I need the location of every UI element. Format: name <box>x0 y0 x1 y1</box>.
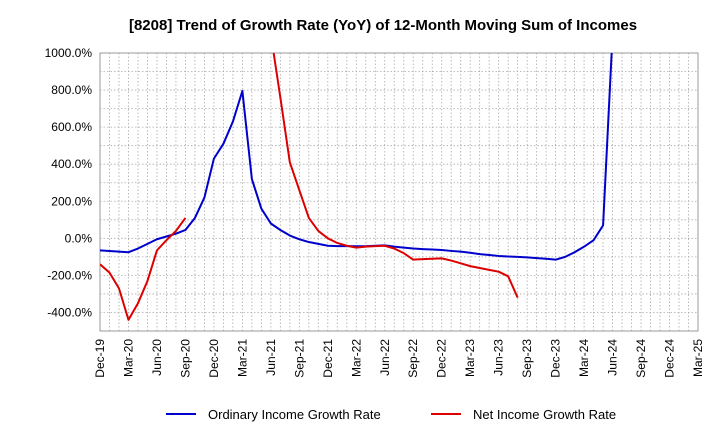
series-line-ordinary-income <box>100 53 613 261</box>
y-tick-label: -200.0% <box>47 268 92 282</box>
series-layer <box>100 53 613 321</box>
y-tick-label: 0.0% <box>65 231 93 245</box>
x-tick-label: Mar-24 <box>577 339 591 377</box>
legend-net-income-label: Net Income Growth Rate <box>473 407 616 422</box>
y-tick-label: 1000.0% <box>45 46 93 60</box>
x-tick-label: Dec-22 <box>435 339 449 378</box>
y-tick-label: 400.0% <box>51 157 92 171</box>
x-tick-label: Sep-20 <box>178 339 192 378</box>
legend: Ordinary Income Growth Rate Net Income Gr… <box>166 407 616 422</box>
x-tick-label: Jun-24 <box>606 339 620 376</box>
y-tick-label: 600.0% <box>51 120 92 134</box>
x-tick-label: Mar-25 <box>691 339 705 377</box>
x-tick-label: Mar-21 <box>235 339 249 377</box>
chart-title: [8208] Trend of Growth Rate (YoY) of 12-… <box>129 17 637 34</box>
x-tick-label: Sep-23 <box>520 339 534 378</box>
x-tick-label: Dec-24 <box>663 339 677 378</box>
x-tick-label: Jun-20 <box>150 339 164 376</box>
x-tick-label: Mar-23 <box>463 339 477 377</box>
series-line-net-income <box>100 217 187 321</box>
grid-layer <box>99 52 699 332</box>
x-tick-label: Dec-20 <box>207 339 221 378</box>
x-tick-label: Mar-20 <box>121 339 135 377</box>
axis-layer: 1000.0% 800.0% 600.0% 400.0% 200.0% 0.0% -200.… <box>45 46 705 378</box>
x-tick-label: Dec-19 <box>93 339 107 378</box>
x-tick-label: Sep-21 <box>292 339 306 378</box>
x-tick-label: Jun-21 <box>264 339 278 376</box>
x-tick-label: Sep-22 <box>406 339 420 378</box>
x-tick-label: Jun-22 <box>378 339 392 376</box>
x-tick-label: Dec-23 <box>549 339 563 378</box>
x-tick-label: Dec-21 <box>321 339 335 378</box>
x-tick-label: Sep-24 <box>634 339 648 378</box>
plot-frame <box>99 52 699 332</box>
y-tick-label: -400.0% <box>47 305 92 319</box>
legend-ordinary-income-label: Ordinary Income Growth Rate <box>208 407 381 422</box>
y-tick-label: 200.0% <box>51 194 92 208</box>
x-tick-label: Mar-22 <box>349 339 363 377</box>
y-tick-label: 800.0% <box>51 83 92 97</box>
x-tick-label: Jun-23 <box>492 339 506 376</box>
series-line-net-income <box>272 53 519 299</box>
